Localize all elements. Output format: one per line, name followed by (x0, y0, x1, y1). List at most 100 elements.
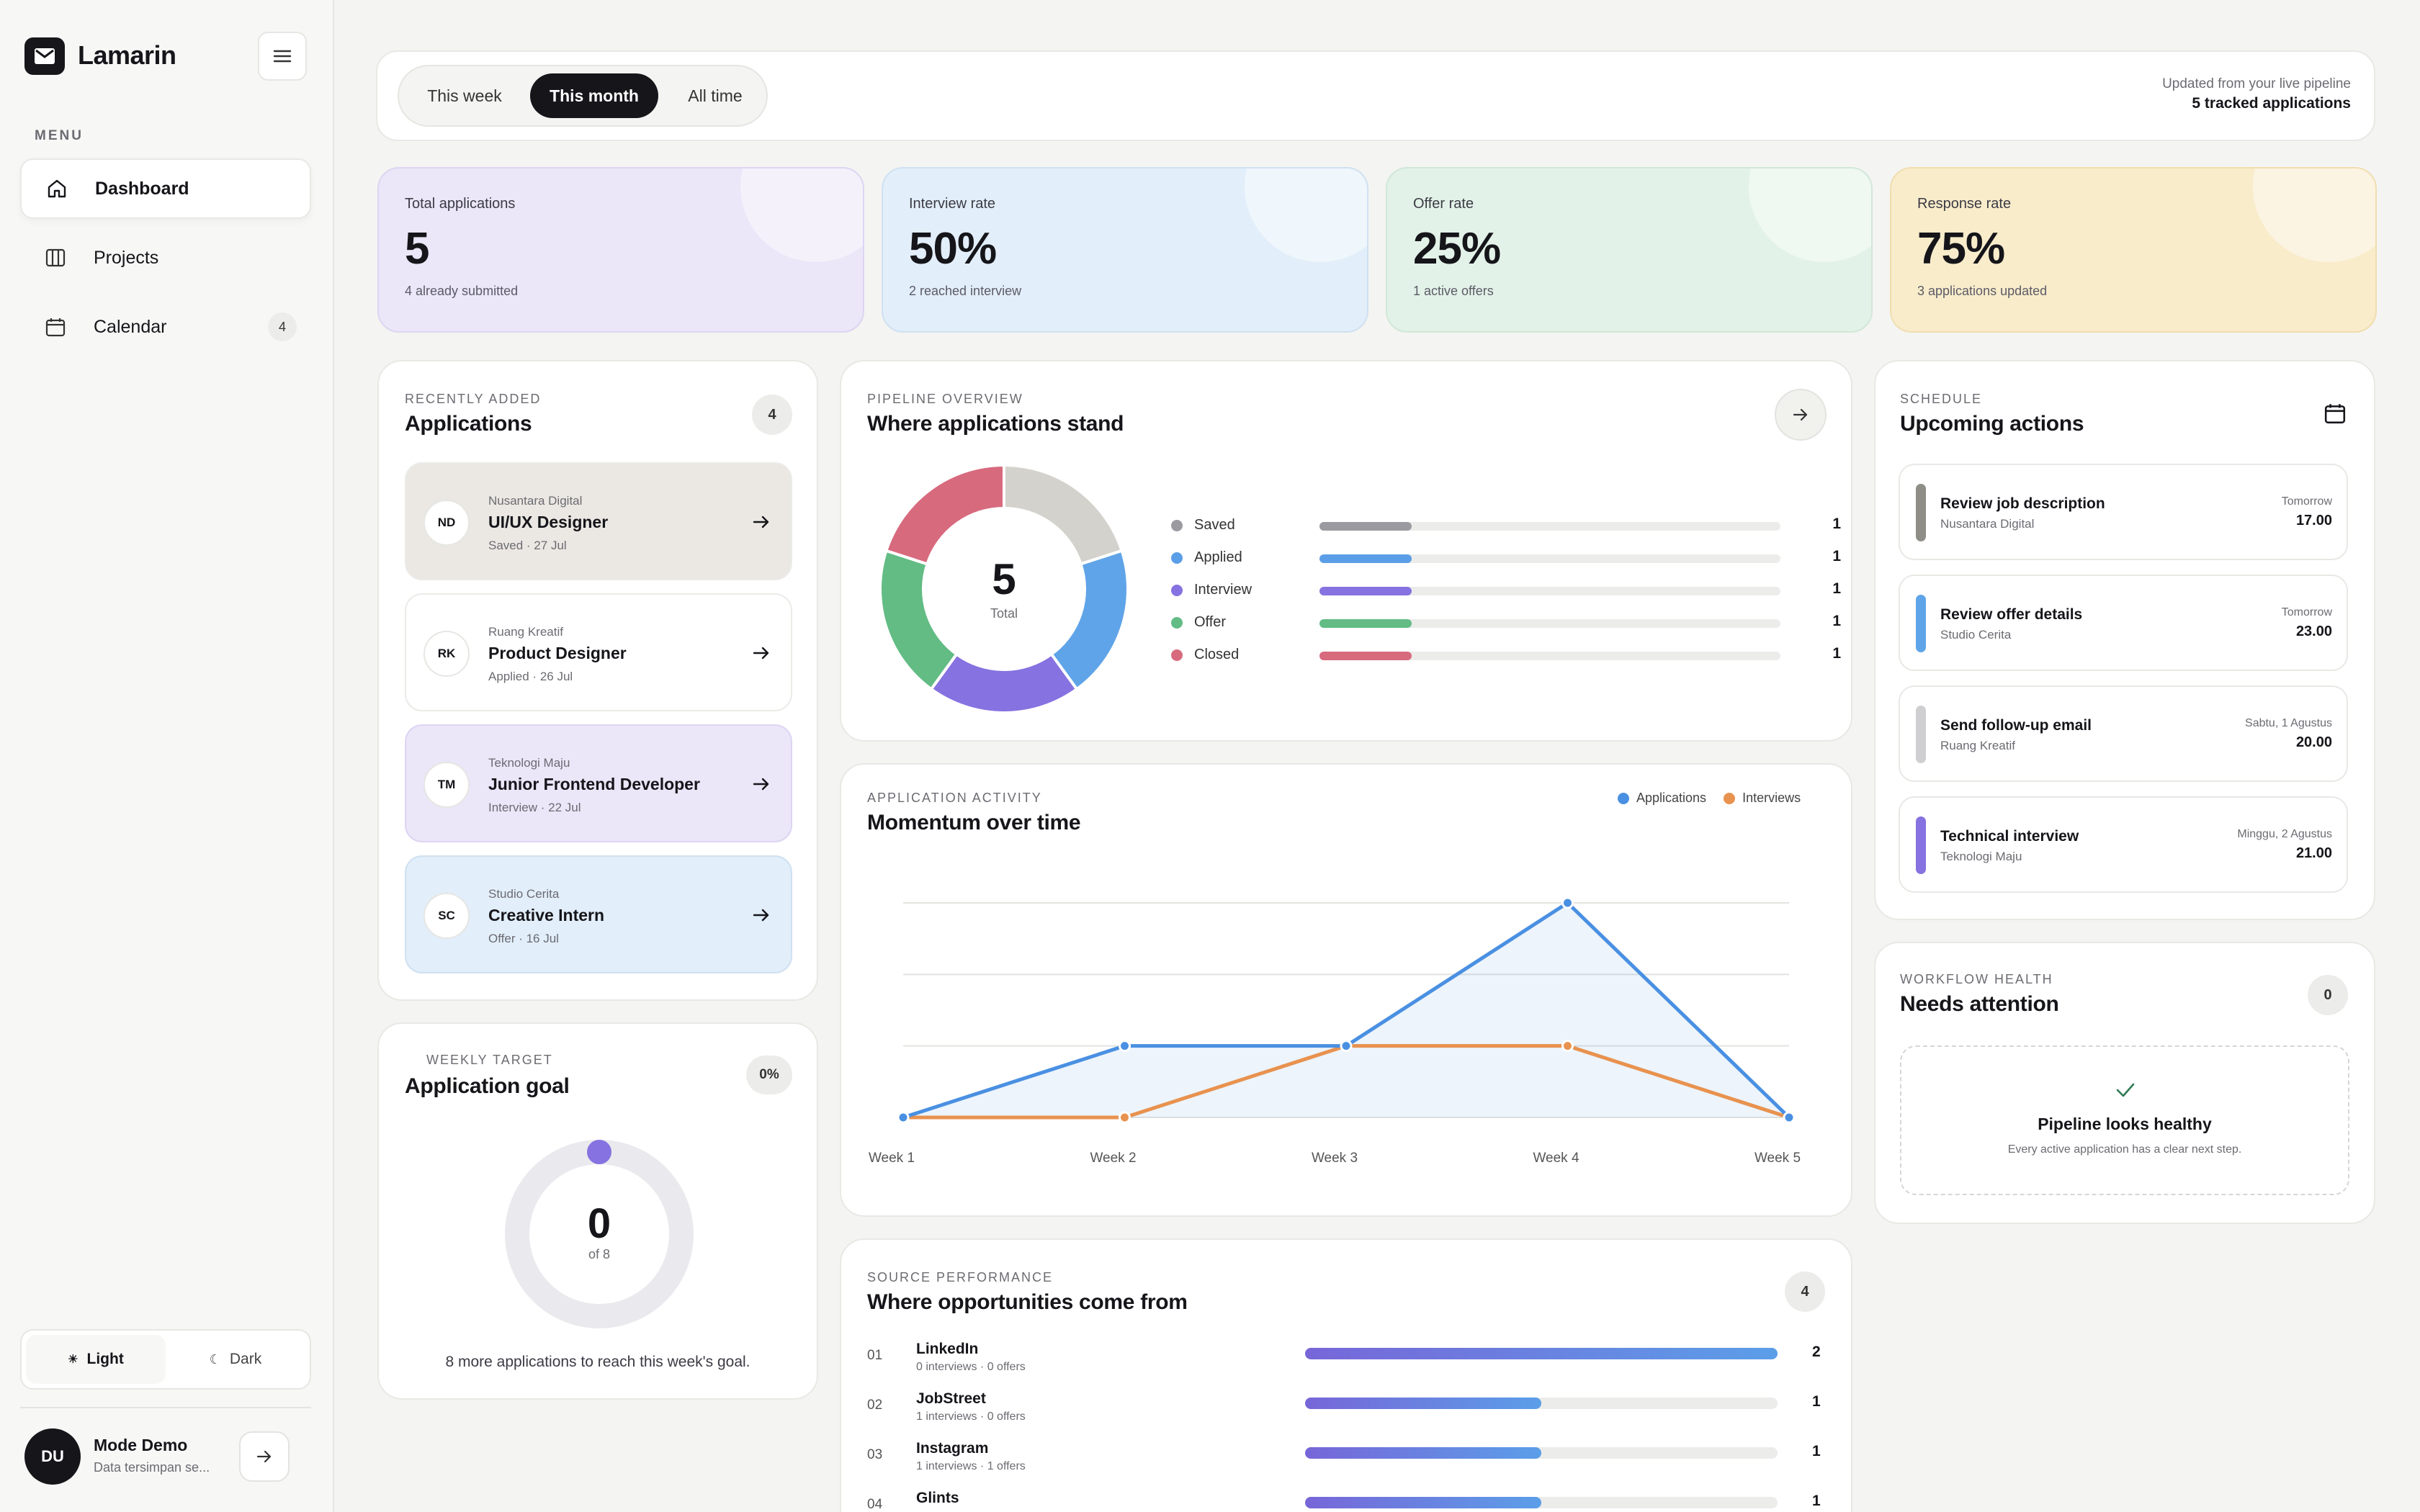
health-status-box: Pipeline looks healthy Every active appl… (1900, 1045, 2349, 1195)
checkmark-icon (2116, 1083, 2135, 1097)
stage-name: Offer (1194, 614, 1227, 630)
legend-dot (1171, 552, 1183, 564)
source-rank: 02 (867, 1398, 883, 1413)
health-note: Every active application has a clear nex… (2007, 1143, 2242, 1156)
source-name: Instagram (916, 1440, 989, 1457)
health-status: Pipeline looks healthy (2038, 1115, 2212, 1133)
sidebar-item-label: Calendar (94, 316, 167, 337)
schedule-item[interactable]: Review job description Nusantara Digital… (1899, 464, 2348, 560)
data-point-applications (1561, 896, 1574, 909)
schedule-item[interactable]: Technical interview Teknologi Maju Mingg… (1899, 796, 2348, 893)
company-name: Teknologi Maju (488, 756, 570, 770)
user-subtitle: Data tersimpan se... (94, 1460, 210, 1475)
application-item[interactable]: RK Ruang Kreatif Product Designer Applie… (405, 593, 792, 711)
pipeline-eyebrow: PIPELINE OVERVIEW (867, 392, 1023, 406)
stat-subtitle: 4 already submitted (405, 284, 519, 298)
stage-name: Applied (1194, 549, 1242, 565)
recent-count-badge: 4 (752, 395, 792, 435)
sidebar-divider (20, 1407, 311, 1408)
application-meta: Interview · 22 Jul (488, 801, 581, 814)
decor-circle (1749, 168, 1871, 262)
arrow-right-icon (1793, 408, 1808, 421)
source-rank: 03 (867, 1447, 883, 1462)
legend-dot (1171, 617, 1183, 629)
legend-dot (1171, 585, 1183, 596)
workflow-health-card (1874, 942, 2375, 1224)
sources-count-badge: 4 (1785, 1272, 1825, 1312)
stat-card-offer-rate: Offer rate 25% 1 active offers (1386, 167, 1873, 333)
source-meta: 0 interviews · 0 offers (916, 1361, 1026, 1373)
stage-bar-fill (1319, 522, 1412, 531)
schedule-item[interactable]: Send follow-up email Ruang Kreatif Sabtu… (1899, 685, 2348, 782)
stage-name: Closed (1194, 647, 1240, 662)
stage-count: 1 (1832, 613, 1841, 629)
goal-percent-badge: 0% (746, 1056, 792, 1094)
role-title: Junior Frontend Developer (488, 775, 700, 793)
application-item[interactable]: SC Studio Cerita Creative Intern Offer ·… (405, 855, 792, 973)
schedule-eyebrow: SCHEDULE (1900, 392, 1983, 406)
user-name: Mode Demo (94, 1436, 188, 1454)
pipeline-total: 5 (992, 555, 1016, 603)
action-day: Tomorrow (2281, 606, 2332, 618)
legend-interviews: Interviews (1742, 791, 1801, 805)
action-title: Review offer details (1940, 606, 2083, 623)
stat-label: Interview rate (909, 196, 996, 212)
arrow-right-icon (753, 516, 769, 528)
theme-light-option[interactable]: ☀ Light (26, 1335, 166, 1384)
logout-button[interactable] (239, 1431, 290, 1482)
source-bar-track (1305, 1497, 1778, 1508)
goal-title: Application goal (405, 1074, 570, 1098)
arrow-right-icon (753, 778, 769, 791)
source-bar-fill (1305, 1348, 1778, 1359)
period-this-month[interactable]: This month (530, 73, 658, 118)
avatar: DU (24, 1428, 81, 1485)
data-point-applications (1783, 1111, 1796, 1124)
donut-slice-saved (1003, 464, 1124, 566)
momentum-line-chart: Week 1 Week 2 Week 3 Week 4 Week 5 (869, 896, 1801, 1166)
schedule-title: Upcoming actions (1900, 412, 2084, 436)
sidebar-item-calendar[interactable]: Calendar 4 (20, 297, 311, 357)
goal-note: 8 more applications to reach this week's… (445, 1354, 750, 1370)
schedule-item[interactable]: Review offer details Studio Cerita Tomor… (1899, 575, 2348, 671)
app-name: Lamarin (78, 40, 176, 70)
stage-count: 1 (1832, 580, 1841, 597)
decor-circle (2253, 168, 2375, 262)
action-title: Technical interview (1940, 828, 2079, 845)
source-name: LinkedIn (916, 1341, 979, 1357)
source-row: 01 LinkedIn 0 interviews · 0 offers 2 (867, 1341, 1821, 1385)
menu-toggle-button[interactable] (258, 32, 307, 81)
stat-card-total: Total applications 5 4 already submitted (377, 167, 864, 333)
period-this-week[interactable]: This week (427, 86, 502, 105)
application-item[interactable]: ND Nusantara Digital UI/UX Designer Save… (405, 462, 792, 580)
theme-dark-option[interactable]: ☾ Dark (209, 1351, 262, 1367)
goal-target: of 8 (588, 1247, 611, 1261)
action-title: Review job description (1940, 495, 2105, 512)
action-org: Nusantara Digital (1940, 517, 2035, 531)
period-selector: This week This month All time (398, 65, 768, 127)
source-row: 02 JobStreet 1 interviews · 0 offers 1 (867, 1390, 1821, 1435)
sidebar-item-dashboard[interactable]: Dashboard (20, 158, 311, 219)
updated-note: Updated from your live pipeline (2162, 76, 2351, 91)
calendar-icon[interactable] (2323, 402, 2347, 425)
company-name: Studio Cerita (488, 887, 560, 901)
legend-dot (1618, 792, 1629, 804)
data-point-applications (897, 1111, 910, 1124)
source-bar-fill (1305, 1447, 1541, 1459)
stage-bar-fill (1319, 619, 1412, 628)
stage-bar-fill (1319, 652, 1412, 660)
stat-label: Offer rate (1413, 196, 1474, 212)
stat-label: Response rate (1917, 196, 2012, 212)
action-time: 17.00 (2295, 513, 2332, 528)
stage-count: 1 (1832, 548, 1841, 564)
source-count: 2 (1812, 1344, 1821, 1360)
source-bar-track (1305, 1447, 1778, 1459)
calendar-icon (43, 315, 68, 339)
period-all-time[interactable]: All time (688, 86, 743, 105)
pipeline-stage-row: Applied 1 (1171, 548, 1841, 570)
applications-area (903, 903, 1789, 1117)
pipeline-open-button[interactable] (1775, 389, 1827, 441)
data-point-applications (1340, 1040, 1353, 1053)
sidebar-item-projects[interactable]: Projects (20, 228, 311, 288)
source-meta: 1 interviews · 0 offers (916, 1410, 1026, 1423)
application-item[interactable]: TM Teknologi Maju Junior Frontend Develo… (405, 724, 792, 842)
